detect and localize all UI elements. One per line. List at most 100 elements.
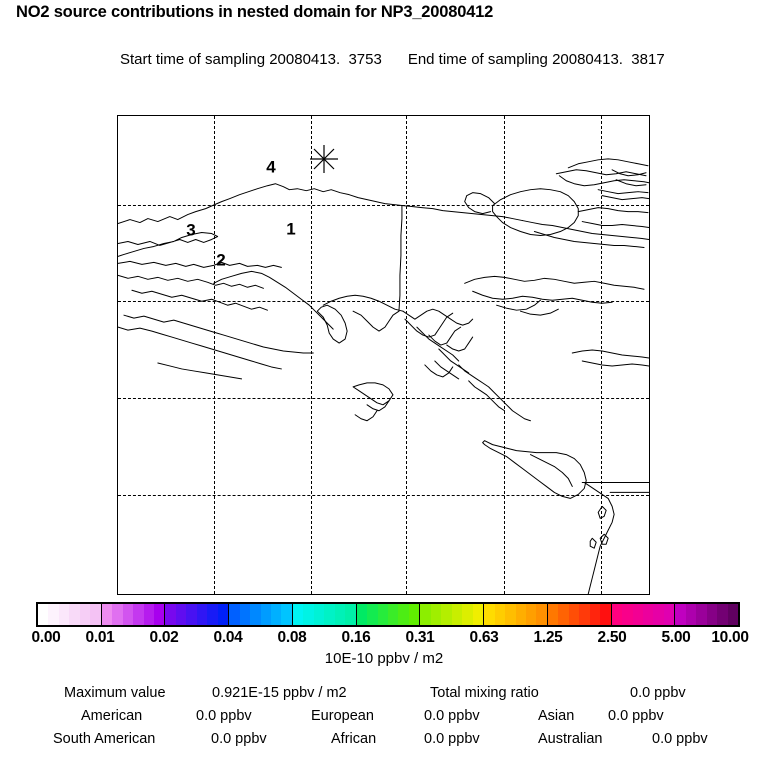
region-value-australian: 0.0 ppbv bbox=[652, 731, 708, 747]
colorbar-container: 0.00 0.01 0.02 0.04 0.08 0.16 0.31 0.63 1.25 2.50… bbox=[32, 602, 749, 646]
colorbar[interactable] bbox=[36, 602, 740, 627]
gridline-vertical bbox=[406, 116, 407, 594]
gridline-vertical bbox=[214, 116, 215, 594]
gridline-horizontal bbox=[118, 301, 649, 302]
region-label-australian: Australian bbox=[538, 731, 603, 747]
colorbar-swatch bbox=[69, 604, 80, 625]
region-value-south-american: 0.0 ppbv bbox=[211, 731, 267, 747]
colorbar-swatch bbox=[600, 604, 611, 625]
colorbar-swatch bbox=[515, 604, 526, 625]
colorbar-swatch bbox=[79, 604, 91, 625]
colorbar-swatch bbox=[642, 604, 654, 625]
map-panel[interactable]: 1 2 3 4 bbox=[117, 115, 650, 595]
colorbar-swatch bbox=[579, 604, 590, 625]
region-label-american: American bbox=[81, 708, 143, 724]
map-region-label-4: 4 bbox=[266, 157, 276, 177]
colorbar-tick-label: 0.31 bbox=[405, 629, 435, 646]
colorbar-swatch bbox=[345, 604, 356, 625]
colorbar-swatch bbox=[334, 604, 346, 625]
colorbar-tick-label: 0.16 bbox=[341, 629, 371, 646]
region-value-asian: 0.0 ppbv bbox=[608, 708, 664, 724]
colorbar-tick-label: 1.25 bbox=[533, 629, 563, 646]
colorbar-swatch bbox=[217, 604, 229, 625]
colorbar-swatch bbox=[717, 604, 728, 625]
region-value-african: 0.0 ppbv bbox=[424, 731, 480, 747]
colorbar-swatch bbox=[622, 604, 633, 625]
maximum-value-value: 0.921E-15 ppbv / m2 bbox=[212, 685, 347, 701]
colorbar-swatch bbox=[462, 604, 473, 625]
colorbar-swatch bbox=[229, 604, 240, 625]
page-title: NO2 source contributions in nested domai… bbox=[16, 3, 494, 21]
colorbar-swatch bbox=[484, 604, 495, 625]
colorbar-segment bbox=[165, 604, 230, 625]
total-mixing-ratio-label: Total mixing ratio bbox=[430, 685, 539, 701]
colorbar-swatch bbox=[398, 604, 409, 625]
colorbar-segment bbox=[484, 604, 548, 625]
colorbar-swatch bbox=[494, 604, 506, 625]
colorbar-swatch bbox=[239, 604, 251, 625]
colorbar-swatch bbox=[367, 604, 378, 625]
colorbar-swatch bbox=[558, 604, 569, 625]
colorbar-segment bbox=[611, 604, 676, 625]
colorbar-swatch bbox=[122, 604, 134, 625]
colorbar-segment bbox=[292, 604, 357, 625]
footer-row-summary: Maximum value 0.921E-15 ppbv / m2 Total … bbox=[0, 685, 768, 708]
region-label-african: African bbox=[331, 731, 377, 747]
colorbar-swatch bbox=[388, 604, 399, 625]
colorbar-swatch bbox=[165, 604, 176, 625]
colorbar-tick-labels: 0.00 0.01 0.02 0.04 0.08 0.16 0.31 0.63 1.25 2.50… bbox=[32, 629, 749, 649]
colorbar-swatch bbox=[632, 604, 643, 625]
colorbar-segment bbox=[229, 604, 293, 625]
map-region-label-2: 2 bbox=[216, 250, 226, 270]
release-site-star-icon bbox=[310, 145, 338, 173]
colorbar-swatch bbox=[420, 604, 431, 625]
colorbar-swatch bbox=[696, 604, 707, 625]
colorbar-swatch bbox=[271, 604, 282, 625]
colorbar-segment bbox=[38, 604, 102, 625]
total-mixing-ratio-value: 0.0 ppbv bbox=[630, 685, 686, 701]
colorbar-swatch bbox=[525, 604, 537, 625]
colorbar-swatch bbox=[260, 604, 272, 625]
maximum-value-label: Maximum value bbox=[64, 685, 166, 701]
colorbar-tick-label: 0.08 bbox=[277, 629, 307, 646]
colorbar-tick-label: 0.01 bbox=[85, 629, 115, 646]
colorbar-swatch bbox=[568, 604, 580, 625]
gridline-horizontal bbox=[118, 398, 649, 399]
colorbar-swatch bbox=[133, 604, 144, 625]
region-value-european: 0.0 ppbv bbox=[424, 708, 480, 724]
colorbar-swatch bbox=[196, 604, 208, 625]
colorbar-swatch bbox=[143, 604, 154, 625]
colorbar-swatch bbox=[154, 604, 165, 625]
colorbar-segment bbox=[356, 604, 421, 625]
colorbar-tick-label: 0.00 bbox=[31, 629, 61, 646]
colorbar-swatch bbox=[292, 604, 304, 625]
colorbar-swatch bbox=[303, 604, 314, 625]
colorbar-swatch bbox=[727, 604, 739, 625]
colorbar-swatch bbox=[90, 604, 101, 625]
gridline-vertical bbox=[311, 116, 312, 594]
colorbar-swatch bbox=[281, 604, 292, 625]
colorbar-swatch bbox=[377, 604, 389, 625]
gridline-vertical bbox=[601, 116, 602, 594]
colorbar-segment bbox=[420, 604, 485, 625]
colorbar-swatch bbox=[58, 604, 70, 625]
colorbar-tick-label: 0.02 bbox=[149, 629, 179, 646]
map-region-label-1: 1 bbox=[286, 219, 296, 239]
colorbar-swatch bbox=[175, 604, 187, 625]
colorbar-swatch bbox=[207, 604, 218, 625]
colorbar-swatch bbox=[589, 604, 601, 625]
colorbar-swatch bbox=[547, 604, 559, 625]
sampling-time-line: Start time of sampling 20080413. 3753 End… bbox=[0, 24, 768, 96]
colorbar-segment bbox=[101, 604, 166, 625]
colorbar-tick-label: 0.63 bbox=[469, 629, 499, 646]
map-region-label-3: 3 bbox=[186, 220, 196, 240]
colorbar-swatch bbox=[536, 604, 547, 625]
colorbar-swatch bbox=[685, 604, 697, 625]
colorbar-swatch bbox=[186, 604, 197, 625]
end-time-text: End time of sampling 20080413. 3817 bbox=[407, 51, 665, 68]
colorbar-segment bbox=[547, 604, 612, 625]
coastline-overlay bbox=[118, 158, 649, 594]
colorbar-segment bbox=[675, 604, 739, 625]
gridline-horizontal bbox=[118, 205, 649, 206]
colorbar-swatch bbox=[250, 604, 261, 625]
